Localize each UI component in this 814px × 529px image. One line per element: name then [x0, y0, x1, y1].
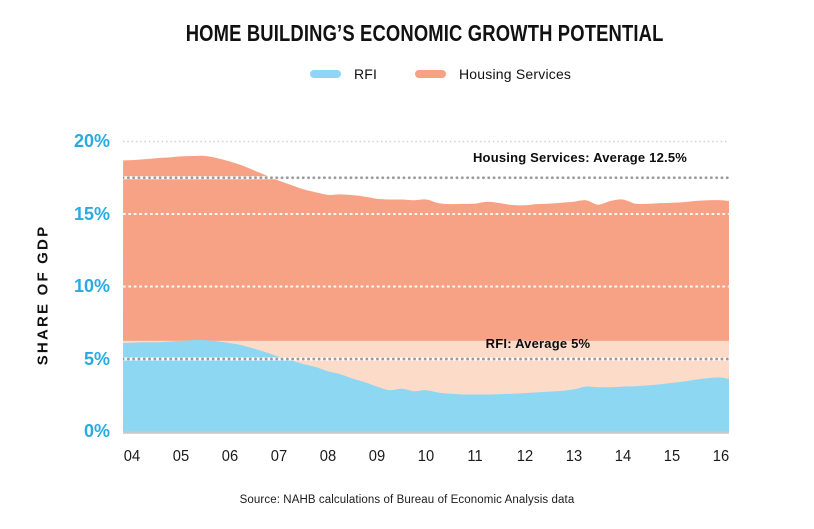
- x-tick-label-06: 06: [221, 448, 238, 465]
- annotation-housing-average: Housing Services: Average 12.5%: [472, 150, 688, 165]
- x-tick-label-08: 08: [319, 448, 337, 465]
- x-tick-label-16: 16: [712, 448, 730, 465]
- legend-label-rfi: RFI: [354, 66, 378, 82]
- area-rfi: [123, 340, 729, 432]
- x-tick-label-11: 11: [467, 448, 484, 465]
- legend-item-rfi: RFI: [310, 64, 377, 84]
- y-tick-label-0: 0%: [83, 421, 110, 441]
- x-tick-label-15: 15: [663, 448, 681, 465]
- chart-title-text: HOME BUILDING’S ECONOMIC GROWTH POTENTIA…: [186, 20, 664, 46]
- legend-item-housing-services: Housing Services: [415, 64, 571, 84]
- x-tick-label-05: 05: [172, 448, 189, 465]
- annotation-rfi-average: RFI: Average 5%: [485, 336, 591, 351]
- x-tick-label-09: 09: [368, 448, 386, 465]
- housing-services-swatch: [415, 70, 446, 78]
- chart-canvas: [123, 140, 730, 434]
- legend: RFI Housing Services: [0, 64, 814, 84]
- rfi-swatch: [310, 70, 341, 78]
- source-note: Source: NAHB calculations of Bureau of E…: [239, 494, 575, 506]
- y-tick-label-5: 5%: [83, 348, 110, 369]
- legend-label-housing-services: Housing Services: [459, 66, 572, 82]
- y-tick-label-20: 20%: [73, 131, 110, 151]
- x-tick-label-04: 04: [123, 448, 140, 465]
- x-tick-label-10: 10: [418, 448, 435, 465]
- x-tick-label-12: 12: [516, 448, 533, 465]
- x-tick-label-07: 07: [270, 448, 288, 465]
- chart-title: HOME BUILDING’S ECONOMIC GROWTH POTENTIA…: [0, 20, 814, 47]
- x-tick-label-13: 13: [565, 448, 582, 465]
- area-housing-services: [123, 155, 729, 341]
- y-tick-label-15: 15%: [73, 203, 110, 224]
- y-tick-label-10: 10%: [73, 276, 110, 296]
- x-tick-label-14: 14: [614, 448, 631, 465]
